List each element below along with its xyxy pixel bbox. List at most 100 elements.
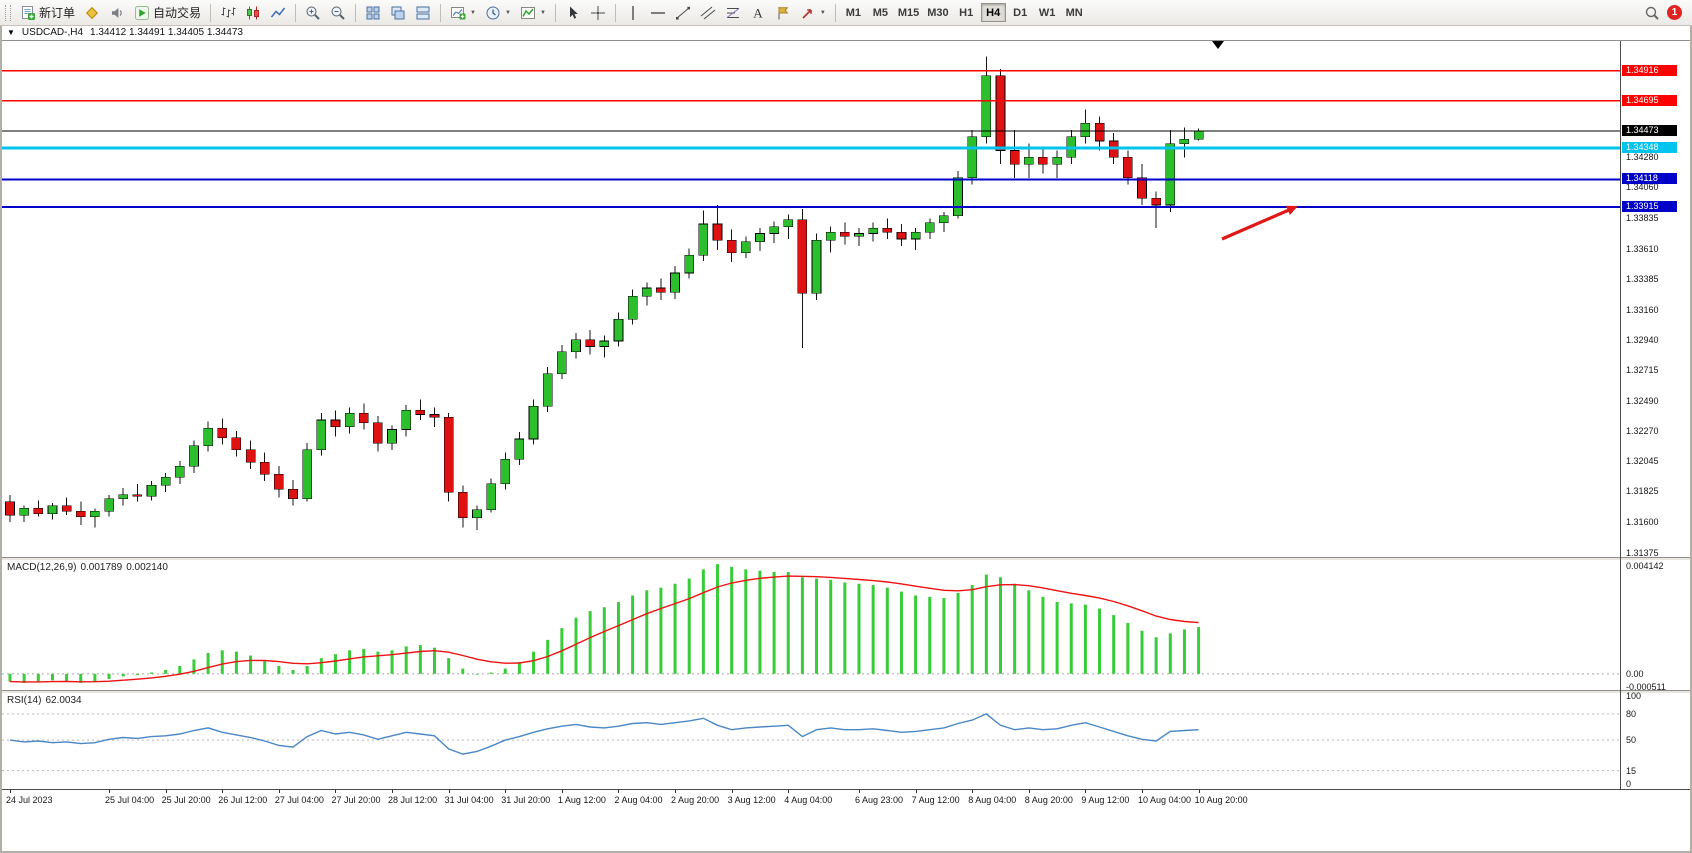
time-tick-mark — [731, 790, 733, 793]
search-button[interactable] — [1640, 2, 1664, 23]
new-order-button[interactable]: 新订单 — [16, 2, 79, 23]
metaeditor-icon — [84, 5, 100, 21]
equidistant-channel-button[interactable] — [696, 2, 720, 23]
current-price-label[interactable]: 1.34473 — [1622, 125, 1677, 137]
time-label: 26 Jul 12:00 — [218, 795, 268, 805]
price-line-label[interactable]: 1.34348 — [1622, 142, 1677, 154]
cascade-windows-button[interactable] — [386, 2, 410, 23]
arrange-windows-button[interactable] — [411, 2, 435, 23]
zoom-out-icon — [330, 5, 346, 21]
timeframe-h1-button[interactable]: H1 — [954, 3, 979, 22]
rsi-value: 62.0034 — [45, 695, 82, 706]
horizontal-line-icon — [650, 5, 666, 21]
tile-windows-button[interactable] — [361, 2, 385, 23]
vertical-line-button[interactable] — [621, 2, 645, 23]
time-label: 7 Aug 12:00 — [911, 795, 960, 805]
one-click-trading-toggle[interactable]: ▼ — [7, 27, 15, 37]
chevron-down-icon: ▼ — [504, 9, 511, 16]
timeframe-m5-button[interactable]: M5 — [868, 3, 893, 22]
crosshair-button[interactable] — [586, 2, 610, 23]
timeframe-w1-button[interactable]: W1 — [1035, 3, 1060, 22]
time-tick-mark — [561, 790, 563, 793]
chart-shift-marker[interactable] — [1212, 41, 1224, 49]
zoom-out-button[interactable] — [326, 2, 350, 23]
metaeditor-button[interactable] — [80, 2, 104, 23]
chevron-down-icon: ▼ — [819, 9, 826, 16]
text-icon: A — [750, 5, 766, 21]
svg-text:A: A — [753, 5, 763, 20]
timeframe-mn-button[interactable]: MN — [1062, 3, 1087, 22]
alerts-button[interactable] — [105, 2, 129, 23]
new-chart-icon — [450, 5, 466, 21]
price-line-label[interactable]: 1.34916 — [1622, 64, 1677, 76]
toolbar-separator — [834, 3, 836, 22]
speaker-icon — [109, 5, 125, 21]
zoom-in-button[interactable] — [301, 2, 325, 23]
text-label-button[interactable] — [771, 2, 795, 23]
bar-chart-icon — [220, 5, 236, 21]
new-chart-button[interactable]: ▼ — [446, 2, 480, 23]
indicators-button[interactable]: ▼ — [516, 2, 550, 23]
price-tick: 1.32715 — [1626, 365, 1659, 376]
horizontal-line-button[interactable] — [646, 2, 670, 23]
price-line-label[interactable]: 1.34118 — [1622, 173, 1677, 185]
chevron-down-icon: ▼ — [539, 9, 546, 16]
macd-name: MACD(12,26,9) — [7, 562, 77, 573]
macd-indicator-label: MACD(12,26,9) 0.001789 0.002140 — [7, 562, 172, 573]
toolbar-separator — [355, 3, 357, 22]
price-line-label[interactable]: 1.33915 — [1622, 201, 1677, 212]
price-line-label[interactable]: 1.34695 — [1622, 94, 1677, 106]
macd-axis-tick: 0.00 — [1626, 668, 1644, 679]
autotrading-button[interactable]: 自动交易 — [130, 2, 205, 23]
panel-separator[interactable] — [2, 690, 1690, 693]
time-tick-mark — [915, 790, 917, 793]
bar-chart-button[interactable] — [216, 2, 240, 23]
new-order-label: 新订单 — [39, 6, 76, 20]
timeframe-h4-button[interactable]: H4 — [980, 3, 1006, 22]
cursor-button[interactable] — [561, 2, 585, 23]
rsi-panel[interactable] — [2, 693, 1620, 789]
indicators-icon — [520, 5, 536, 21]
arrows-tool-button[interactable]: ▼ — [796, 2, 830, 23]
rsi-axis-tick: 100 — [1626, 691, 1642, 702]
time-axis[interactable]: 24 Jul 2023 25 Jul 04:00 25 Jul 20:00 26 Ju… — [2, 789, 1690, 812]
time-label: 31 Jul 20:00 — [501, 795, 551, 805]
time-tick-mark — [278, 790, 280, 793]
tile-windows-icon — [365, 5, 381, 21]
rsi-axis-tick: 80 — [1626, 708, 1637, 719]
timeframe-d1-button[interactable]: D1 — [1008, 3, 1033, 22]
vertical-line-icon — [625, 5, 641, 21]
toolbar-grip[interactable] — [5, 4, 11, 21]
chart-window[interactable]: ▼ USDCAD-,H4 1.34412 1.34491 1.34405 1.3… — [0, 25, 1692, 853]
time-label: 28 Jul 12:00 — [388, 795, 438, 805]
text-button[interactable]: A — [746, 2, 770, 23]
toolbar-separator — [440, 3, 442, 22]
price-axis-border — [1620, 41, 1621, 789]
candlestick-chart-button[interactable] — [241, 2, 265, 23]
profiles-button[interactable]: ▼ — [481, 2, 515, 23]
line-chart-button[interactable] — [266, 2, 290, 23]
autotrading-label: 自动交易 — [153, 6, 202, 20]
macd-panel[interactable] — [2, 560, 1620, 690]
rsi-indicator-label: RSI(14) 62.0034 — [7, 695, 86, 706]
rsi-axis-tick: 15 — [1626, 765, 1637, 776]
timeframe-m15-button[interactable]: M15 — [895, 3, 922, 22]
trendline-button[interactable] — [671, 2, 695, 23]
time-label: 3 Aug 12:00 — [727, 795, 776, 805]
time-label: 24 Jul 2023 — [6, 795, 53, 805]
timeframe-m1-button[interactable]: M1 — [841, 3, 866, 22]
time-tick-mark — [618, 790, 620, 793]
price-tick: 1.31375 — [1626, 547, 1659, 558]
panel-separator[interactable] — [2, 557, 1690, 560]
notification-badge[interactable]: 1 — [1667, 5, 1682, 20]
time-tick-mark — [222, 790, 224, 793]
main-price-chart[interactable] — [2, 41, 1620, 557]
time-label: 27 Jul 04:00 — [274, 795, 324, 805]
macd-axis-tick: -0.000511 — [1626, 682, 1666, 693]
timeframe-m30-button[interactable]: M30 — [924, 3, 951, 22]
time-tick-mark — [335, 790, 337, 793]
time-label: 8 Aug 04:00 — [968, 795, 1017, 805]
time-tick-mark — [1142, 790, 1143, 793]
fibonacci-button[interactable] — [721, 2, 745, 23]
chevron-down-icon: ▼ — [470, 9, 476, 16]
